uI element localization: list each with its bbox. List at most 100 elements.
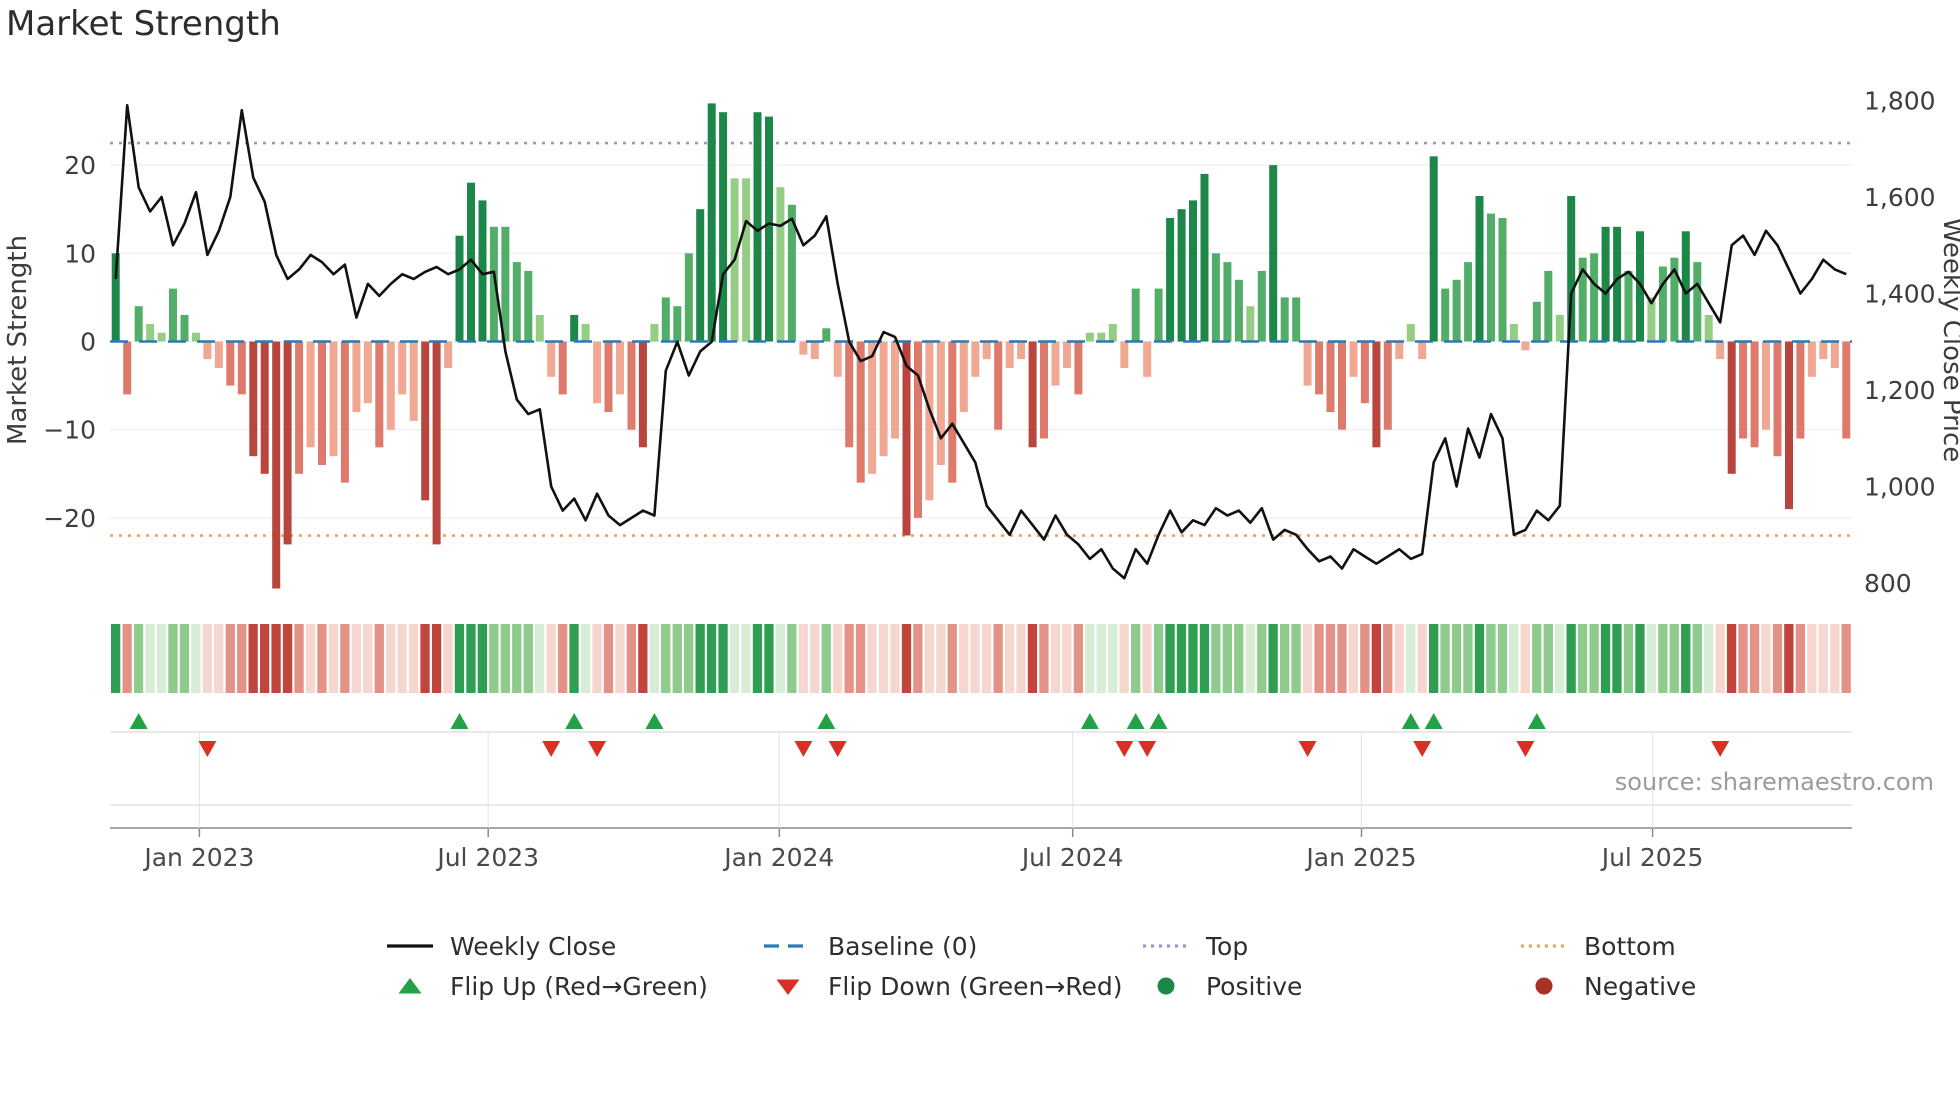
strength-bar bbox=[157, 332, 166, 342]
strength-bar bbox=[1040, 341, 1048, 439]
heatmap-cell bbox=[1738, 624, 1748, 693]
strength-bar bbox=[891, 341, 899, 439]
heatmap-cell bbox=[752, 624, 763, 693]
heatmap-cell bbox=[133, 624, 144, 693]
heatmap-cell bbox=[1131, 624, 1141, 693]
strength-bar bbox=[1532, 301, 1541, 342]
strength-bar bbox=[1624, 270, 1633, 342]
heatmap-cell bbox=[1119, 624, 1129, 693]
flip-up-marker bbox=[645, 713, 664, 729]
heatmap-cell bbox=[867, 624, 877, 693]
strength-bar bbox=[673, 306, 682, 342]
strength-bar bbox=[1017, 341, 1026, 360]
right-tick-label: 800 bbox=[1864, 569, 1912, 598]
legend-label: Flip Down (Green→Red) bbox=[828, 971, 1123, 1001]
strength-bar bbox=[1108, 323, 1117, 342]
heatmap-cell bbox=[1383, 624, 1393, 693]
heatmap-cell bbox=[661, 624, 671, 693]
source-attribution: source: sharemaestro.com bbox=[1614, 768, 1934, 796]
strength-bar bbox=[570, 315, 579, 342]
strength-bar bbox=[501, 226, 510, 342]
flip-down-marker bbox=[542, 741, 561, 757]
heatmap-cell bbox=[1096, 624, 1106, 693]
heatmap-cell bbox=[546, 624, 556, 693]
flip-up-marker bbox=[1149, 713, 1168, 729]
legend-item-weekly-close: Weekly Close bbox=[384, 932, 762, 961]
strength-bar bbox=[352, 341, 361, 413]
heatmap-cell bbox=[1669, 624, 1679, 693]
legend-row-2: Flip Up (Red→Green) Flip Down (Green→Red… bbox=[384, 966, 1904, 1006]
heatmap-cell bbox=[1681, 624, 1691, 693]
heatmap-cell bbox=[1635, 624, 1645, 693]
strength-bar bbox=[1154, 288, 1163, 342]
strength-bar bbox=[329, 341, 338, 457]
strength-bar bbox=[833, 341, 842, 377]
strength-bar bbox=[1189, 200, 1197, 342]
heatmap-cell bbox=[1325, 624, 1336, 693]
heatmap-cell bbox=[1807, 624, 1817, 693]
heatmap-cell bbox=[466, 624, 476, 693]
heatmap-cell bbox=[1211, 624, 1221, 693]
chart-canvas: Jan 2023 Jul 2023 Jan 2024 Jul 2024 Jan 2025… bbox=[3, 87, 1960, 873]
strength-bar bbox=[982, 341, 991, 360]
strength-bar bbox=[902, 341, 911, 536]
heatmap-cell bbox=[351, 624, 361, 693]
legend-item-bottom: Bottom bbox=[1518, 932, 1896, 961]
left-tick-label: 0 bbox=[80, 328, 96, 357]
x-tick-label: Jul 2023 bbox=[435, 843, 539, 872]
heatmap-cell bbox=[1234, 624, 1244, 693]
x-tick-label: Jul 2025 bbox=[1600, 843, 1704, 872]
left-tick-label: −20 bbox=[43, 504, 96, 533]
strength-bar bbox=[237, 341, 246, 395]
heatmap-cell bbox=[558, 624, 568, 693]
strength-bar bbox=[1360, 341, 1369, 404]
heatmap-cell bbox=[1062, 624, 1072, 693]
heatmap-cell bbox=[1280, 624, 1290, 693]
strength-bar bbox=[409, 341, 418, 421]
strength-bar bbox=[787, 204, 796, 342]
heatmap-cell bbox=[1497, 624, 1507, 693]
strength-bar bbox=[593, 341, 602, 404]
strength-bar bbox=[1521, 341, 1530, 351]
strength-bar bbox=[318, 341, 326, 465]
flip-down-marker bbox=[1115, 741, 1134, 757]
strength-bar bbox=[1750, 341, 1759, 448]
strength-bar bbox=[214, 341, 223, 368]
heatmap-cell bbox=[1337, 624, 1347, 693]
strength-bar bbox=[467, 182, 475, 342]
heatmap-cell bbox=[993, 624, 1003, 693]
strength-bar bbox=[1544, 270, 1553, 342]
strength-bar bbox=[146, 323, 155, 342]
flip-down-marker bbox=[198, 741, 217, 757]
heatmap-cell bbox=[1360, 624, 1370, 693]
heatmap-cell bbox=[489, 624, 499, 693]
strength-bar bbox=[1326, 341, 1335, 413]
heatmap-cell bbox=[1543, 624, 1553, 693]
strength-bar bbox=[684, 253, 693, 342]
strength-bar bbox=[123, 341, 132, 395]
heatmap-cell bbox=[569, 624, 579, 693]
heatmap-cell bbox=[1646, 624, 1656, 693]
heatmap-cell bbox=[592, 624, 602, 693]
heatmap-cell bbox=[443, 624, 453, 693]
heatmap-cell bbox=[1406, 624, 1416, 693]
strength-bar bbox=[719, 112, 728, 342]
baseline-swatch bbox=[764, 944, 812, 948]
heatmap-cell bbox=[420, 624, 430, 693]
heatmap-cell bbox=[1841, 624, 1851, 693]
heatmap-cell bbox=[122, 624, 132, 693]
strength-bar bbox=[925, 341, 934, 501]
strength-bar bbox=[363, 341, 372, 404]
legend-label: Negative bbox=[1584, 971, 1697, 1001]
strength-bar bbox=[1704, 315, 1713, 342]
heatmap-cell bbox=[145, 624, 155, 693]
heatmap-cell bbox=[1429, 624, 1439, 693]
strength-bar bbox=[1773, 341, 1782, 457]
heatmap-cell bbox=[729, 624, 740, 693]
strength-bar bbox=[295, 341, 304, 474]
heatmap-cell bbox=[1245, 624, 1255, 693]
x-tick-label: Jul 2024 bbox=[1020, 843, 1124, 872]
heatmap-cell bbox=[924, 624, 934, 693]
strength-bar bbox=[1372, 341, 1381, 448]
heatmap-cell bbox=[1818, 624, 1828, 693]
